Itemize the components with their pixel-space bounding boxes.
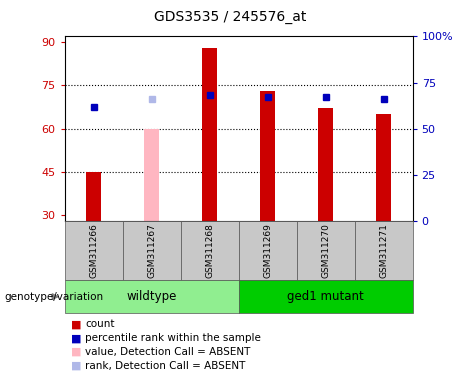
Text: GSM311268: GSM311268: [205, 223, 214, 278]
Bar: [144, 129, 159, 221]
Text: rank, Detection Call = ABSENT: rank, Detection Call = ABSENT: [85, 361, 246, 371]
Bar: [202, 48, 217, 221]
Text: value, Detection Call = ABSENT: value, Detection Call = ABSENT: [85, 347, 251, 357]
Text: ged1 mutant: ged1 mutant: [287, 290, 364, 303]
Text: ■: ■: [71, 361, 82, 371]
Text: GSM311267: GSM311267: [147, 223, 156, 278]
Bar: [65, 280, 239, 313]
Bar: [260, 91, 275, 221]
Text: wildtype: wildtype: [126, 290, 177, 303]
Bar: [123, 221, 181, 280]
Text: ■: ■: [71, 347, 82, 357]
Bar: [296, 221, 355, 280]
Bar: [181, 221, 239, 280]
Bar: [65, 221, 123, 280]
Text: GSM311269: GSM311269: [263, 223, 272, 278]
Text: ■: ■: [71, 333, 82, 343]
Text: ■: ■: [71, 319, 82, 329]
Bar: [319, 109, 333, 221]
Bar: [376, 114, 391, 221]
Bar: [239, 280, 413, 313]
Text: GSM311266: GSM311266: [89, 223, 98, 278]
Bar: [355, 221, 413, 280]
Text: GSM311271: GSM311271: [379, 223, 388, 278]
Text: percentile rank within the sample: percentile rank within the sample: [85, 333, 261, 343]
Text: count: count: [85, 319, 115, 329]
Text: GDS3535 / 245576_at: GDS3535 / 245576_at: [154, 10, 307, 24]
Bar: [86, 172, 101, 221]
Text: GSM311270: GSM311270: [321, 223, 330, 278]
Bar: [239, 221, 296, 280]
Text: genotype/variation: genotype/variation: [5, 291, 104, 302]
